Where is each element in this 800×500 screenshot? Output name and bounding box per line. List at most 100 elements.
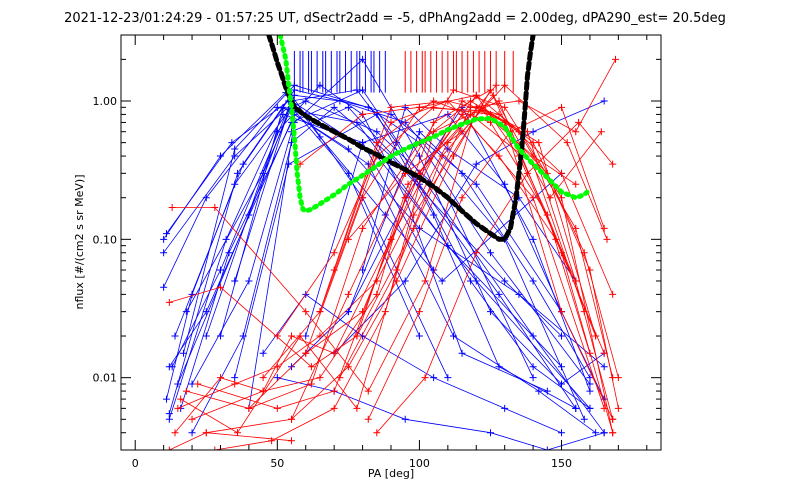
red-point-marker — [344, 235, 352, 243]
red-point-marker — [580, 249, 588, 257]
red-trace-line — [248, 100, 614, 409]
red-point-marker — [211, 446, 219, 450]
green-model-curve — [277, 35, 593, 214]
blue-point-marker — [600, 363, 608, 371]
red-trace-line — [197, 100, 614, 420]
red-point-marker — [302, 308, 310, 316]
red-point-marker — [165, 446, 173, 450]
axis-ticks: 0 50 100 150 0.01 0.10 1.00 — [93, 34, 661, 470]
blue-point-marker — [495, 290, 503, 298]
red-point-marker — [165, 298, 173, 306]
red-point-marker — [467, 97, 475, 105]
blue-point-marker — [259, 349, 267, 357]
blue-point-marker — [430, 374, 438, 382]
blue-point-marker — [316, 81, 324, 89]
red-point-marker — [168, 203, 176, 211]
red-point-marker — [353, 332, 361, 340]
blue-point-marker — [239, 160, 247, 168]
red-point-marker — [609, 415, 617, 423]
red-point-marker — [296, 332, 304, 340]
red-point-marker — [273, 404, 281, 412]
trace-layer — [160, 55, 622, 450]
red-point-marker — [546, 194, 554, 202]
red-point-marker — [373, 277, 381, 285]
blue-point-marker — [165, 415, 173, 423]
red-point-marker — [401, 194, 409, 202]
blue-point-marker — [558, 429, 566, 437]
blue-point-marker — [231, 277, 239, 285]
red-point-marker — [495, 110, 503, 118]
blue-point-marker — [401, 103, 409, 111]
red-point-marker — [458, 128, 466, 136]
red-trace-24 — [296, 103, 580, 188]
red-point-marker — [316, 332, 324, 340]
blue-point-marker — [401, 415, 409, 423]
red-point-marker — [234, 429, 242, 437]
blue-point-marker — [535, 387, 543, 395]
red-point-marker — [216, 283, 224, 291]
blue-point-marker — [415, 332, 423, 340]
red-trace-6 — [194, 97, 617, 423]
red-point-marker — [194, 380, 202, 388]
red-point-marker — [359, 194, 367, 202]
red-point-marker — [558, 103, 566, 111]
blue-point-marker — [515, 290, 523, 298]
blue-point-marker — [501, 277, 509, 285]
blue-point-marker — [373, 128, 381, 136]
red-trace-line — [214, 100, 614, 450]
red-trace-22 — [364, 103, 608, 423]
x-tick-label: 100 — [409, 457, 430, 470]
red-trace-12 — [245, 97, 617, 412]
blue-point-marker — [182, 308, 190, 316]
blue-point-marker — [344, 103, 352, 111]
red-point-marker — [410, 211, 418, 219]
blue-point-marker — [600, 97, 608, 105]
blue-point-marker — [444, 374, 452, 382]
red-point-marker — [404, 180, 412, 188]
y-tick-label: 0.01 — [93, 372, 118, 385]
red-trace-line — [262, 106, 619, 409]
red-point-marker — [344, 290, 352, 298]
blue-point-marker — [285, 160, 293, 168]
vertical-marker-layer — [293, 50, 514, 93]
blue-point-marker — [450, 332, 458, 340]
red-point-marker — [501, 103, 509, 111]
blue-point-marker — [160, 235, 168, 243]
red-point-marker — [523, 169, 531, 177]
red-point-marker — [288, 437, 296, 445]
blue-point-marker — [529, 363, 537, 371]
x-axis-label: PA [deg] — [368, 467, 414, 480]
blue-point-marker — [180, 349, 188, 357]
red-point-marker — [316, 308, 324, 316]
red-point-marker — [515, 97, 523, 105]
blue-point-marker — [472, 160, 480, 168]
blue-point-marker — [580, 415, 588, 423]
red-point-marker — [472, 249, 480, 257]
blue-point-marker — [165, 363, 173, 371]
blue-point-marker — [373, 110, 381, 118]
red-point-marker — [268, 437, 276, 445]
chart-title: 2021-12-23/01:24:29 - 01:57:25 UT, dSect… — [64, 11, 726, 26]
red-point-marker — [307, 380, 315, 388]
blue-point-marker — [330, 103, 338, 111]
red-point-marker — [330, 266, 338, 274]
blue-point-marker — [486, 249, 494, 257]
red-point-marker — [614, 404, 622, 412]
red-point-marker — [273, 363, 281, 371]
blue-point-marker — [467, 277, 475, 285]
red-point-marker — [572, 128, 580, 136]
red-point-marker — [373, 429, 381, 437]
red-trace-line — [206, 89, 591, 434]
blue-point-marker — [586, 404, 594, 412]
blue-point-marker — [430, 211, 438, 219]
red-trace-line — [174, 89, 491, 433]
red-point-marker — [592, 332, 600, 340]
red-point-marker — [387, 103, 395, 111]
red-point-marker — [330, 404, 338, 412]
red-point-marker — [600, 224, 608, 232]
red-point-marker — [177, 395, 185, 403]
blue-point-marker — [458, 169, 466, 177]
blue-point-marker — [216, 152, 224, 160]
blue-point-marker — [586, 374, 594, 382]
red-point-marker — [529, 152, 537, 160]
